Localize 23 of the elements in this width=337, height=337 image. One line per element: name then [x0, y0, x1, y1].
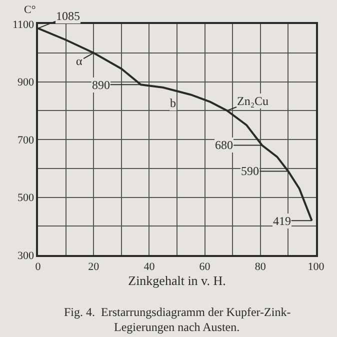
y-tick-label: 700 [18, 134, 35, 146]
annotation: α [76, 54, 83, 68]
x-tick-label: 40 [144, 260, 156, 273]
annotation: 419 [273, 214, 291, 228]
annotation: 1085 [56, 9, 80, 23]
x-tick-label: 100 [308, 260, 325, 273]
x-tick-label: 80 [254, 260, 266, 273]
y-tick-label: 1100 [12, 18, 35, 31]
annotation: Zn₂Cu [237, 94, 269, 108]
caption: Fig. 4. Erstarrungsdiagramm der Kupfer-Zink- [64, 305, 291, 319]
y-tick-label: 300 [18, 250, 35, 262]
x-tick-label: 20 [88, 260, 100, 273]
x-tick-label: 0 [35, 260, 42, 273]
y-tick-label: 500 [18, 192, 35, 204]
y-tick-label: 900 [18, 76, 35, 89]
annotation: 590 [241, 164, 259, 178]
annotation: 890 [92, 78, 110, 92]
x-tick-label: 60 [199, 260, 211, 273]
annotation: 680 [215, 138, 233, 152]
y-axis-title: C° [24, 4, 36, 16]
annotation: b [170, 96, 176, 110]
text: Legierungen nach Austen. [114, 320, 240, 334]
x-axis-title: Zinkgehalt in v. H. [128, 273, 226, 288]
